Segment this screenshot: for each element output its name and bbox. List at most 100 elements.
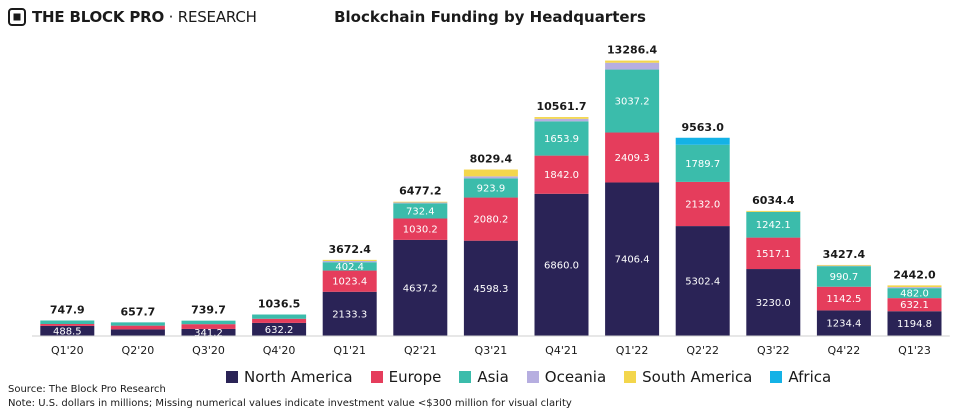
bar-total-label: 6477.2 — [399, 185, 441, 198]
legend-item-south_america: South America — [624, 368, 752, 386]
bar-segment-label: 732.4 — [406, 206, 435, 217]
bar-segment-europe — [534, 155, 589, 194]
bar-segment-label: 5302.4 — [685, 277, 720, 288]
bar-segment-north_america — [463, 240, 518, 336]
bar-segment-oceania — [816, 265, 871, 267]
legend-label: North America — [244, 368, 353, 386]
bar-segment-label: 1030.2 — [403, 225, 438, 236]
bar-segment-europe — [605, 132, 660, 183]
bar-segment-label: 632.1 — [900, 300, 929, 311]
bar-segment-label: 482.0 — [900, 289, 929, 300]
bar-segment-label: 1142.5 — [826, 294, 861, 305]
bar-segment-asia — [181, 320, 236, 325]
bar-segment-label: 2133.3 — [332, 309, 367, 320]
bar-segment-south_america — [746, 210, 801, 212]
stacked-bar-chart: 488.5 747.9 Q1'20 657.7 Q2'20 341.2 739.7 Q3'20… — [32, 44, 950, 357]
legend-item-north_america: North America — [226, 368, 353, 386]
bar-segment-north_america — [887, 311, 942, 336]
bar-segment-label: 341.2 — [194, 328, 223, 339]
bar-segment-label: 2409.3 — [615, 153, 650, 164]
bar-segment-oceania — [605, 62, 660, 70]
bar-segment-label: 1517.1 — [756, 249, 791, 260]
x-axis-tick-label: Q1'22 — [616, 344, 649, 357]
legend-swatch — [370, 371, 383, 383]
footnote: Note: U.S. dollars in millions; Missing … — [8, 398, 572, 409]
bar-segment-north_america — [40, 325, 95, 336]
legend-swatch — [226, 371, 238, 383]
x-axis-tick-label: Q4'21 — [545, 344, 578, 357]
bar-segment-label: 923.9 — [477, 183, 506, 194]
bar-total-label: 739.7 — [191, 304, 226, 317]
bar-segment-label: 1194.8 — [897, 319, 932, 330]
brand-name-light: · RESEARCH — [168, 8, 257, 26]
the-block-logo-icon — [8, 8, 26, 26]
bar-segment-oceania — [463, 176, 518, 179]
bar-segment-asia — [887, 288, 942, 299]
bar-total-label: 10561.7 — [536, 100, 586, 113]
source-note: Source: The Block Pro Research — [8, 384, 166, 395]
bar-segment-label: 3037.2 — [615, 97, 650, 108]
bar-segment-north_america — [110, 329, 165, 336]
bar-segment-asia — [463, 178, 518, 198]
bar-total-label: 13286.4 — [607, 44, 657, 57]
legend-item-africa: Africa — [770, 368, 831, 386]
bar-segment-label: 1653.9 — [544, 134, 579, 145]
bar-segment-north_america — [816, 310, 871, 336]
bar-segment-north_america — [675, 226, 730, 336]
bar-segment-label: 1234.4 — [826, 319, 861, 330]
bar-segment-label: 2080.2 — [473, 215, 508, 226]
bar-segment-europe — [746, 237, 801, 270]
legend-swatch — [624, 371, 637, 383]
bar-segment-asia — [746, 211, 801, 238]
legend-label: Oceania — [544, 368, 607, 386]
x-axis-tick-label: Q3'20 — [192, 344, 225, 357]
legend-item-asia: Asia — [459, 368, 509, 386]
bar-segment-label: 1842.0 — [544, 170, 579, 181]
bar-total-label: 6034.4 — [752, 194, 795, 207]
bar-segment-europe — [252, 318, 307, 323]
bar-segment-label: 990.7 — [830, 272, 859, 283]
brand-name-bold: THE BLOCK PRO — [32, 8, 165, 26]
bar-segment-label: 4598.3 — [473, 284, 508, 295]
bar-segment-label: 402.4 — [335, 262, 364, 273]
x-axis-tick-label: Q3'21 — [475, 344, 508, 357]
legend-swatch — [459, 371, 472, 383]
bar-segment-south_america — [322, 259, 377, 261]
legend-label: South America — [642, 368, 753, 386]
bar-segment-asia — [252, 314, 307, 319]
bar-segment-asia — [816, 266, 871, 287]
bar-segment-asia — [605, 69, 660, 133]
bar-total-label: 3672.4 — [328, 243, 371, 256]
bar-segment-asia — [322, 262, 377, 271]
chart-title: Blockchain Funding by Headquarters — [334, 8, 646, 26]
legend-swatch — [770, 371, 783, 383]
bar-segment-asia — [534, 121, 589, 156]
bar-segment-oceania — [393, 202, 448, 204]
bar-segment-oceania — [322, 260, 377, 263]
legend-item-europe: Europe — [370, 368, 442, 386]
bar-segment-oceania — [534, 118, 589, 122]
bar-segment-europe — [393, 218, 448, 240]
x-axis-tick-label: Q2'20 — [122, 344, 155, 357]
bar-segment-label: 7406.4 — [615, 255, 650, 266]
legend-label: Africa — [788, 368, 832, 386]
bar-segment-north_america — [252, 322, 307, 336]
bar-segment-south_america — [605, 60, 660, 63]
bar-segment-north_america — [746, 269, 801, 336]
x-axis-tick-label: Q2'21 — [404, 344, 437, 357]
bar-total-label: 657.7 — [121, 305, 156, 318]
bar-segment-oceania — [887, 287, 942, 289]
bar-segment-south_america — [887, 285, 942, 288]
bar-segment-south_america — [534, 117, 589, 119]
bar-segment-north_america — [181, 328, 236, 336]
bar-total-label: 747.9 — [50, 303, 85, 316]
legend-swatch — [526, 371, 539, 383]
legend-label: Europe — [388, 368, 442, 386]
x-axis-tick-label: Q1'21 — [333, 344, 366, 357]
bar-segment-europe — [887, 298, 942, 312]
bar-segment-asia — [110, 322, 165, 326]
bar-segment-label: 3230.0 — [756, 298, 791, 309]
x-axis-tick-label: Q4'20 — [263, 344, 296, 357]
bar-segment-label: 488.5 — [53, 326, 82, 337]
bar-segment-south_america — [816, 264, 871, 266]
